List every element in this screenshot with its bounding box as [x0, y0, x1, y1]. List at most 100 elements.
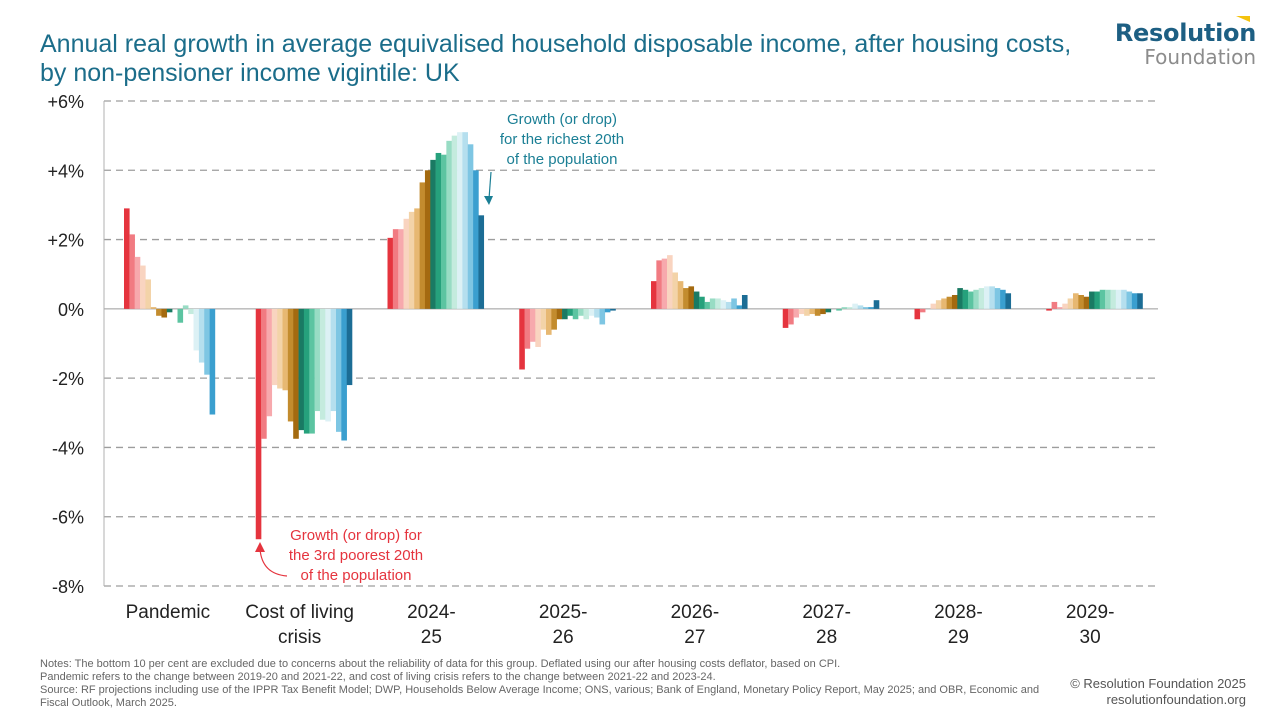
bar: [1056, 307, 1063, 309]
y-tick-label: +2%: [47, 231, 84, 251]
x-category-label: 25: [421, 627, 442, 648]
bar: [271, 308, 278, 386]
bar: [873, 300, 880, 309]
bar: [978, 288, 985, 309]
x-category-label: 2025-: [539, 602, 588, 623]
bar: [182, 305, 189, 309]
annotation-text: the 3rd poorest 20th: [289, 547, 423, 564]
bar: [336, 308, 342, 432]
y-tick-label: -8%: [52, 577, 84, 597]
bar: [446, 140, 452, 309]
bar: [989, 286, 995, 309]
bar: [588, 308, 595, 316]
bar: [857, 305, 864, 309]
bar: [1073, 293, 1079, 309]
bar: [540, 308, 547, 330]
website-text: resolutionfoundation.org: [1106, 692, 1247, 707]
bar: [1110, 289, 1117, 309]
bar: [804, 308, 810, 316]
bar: [968, 291, 974, 309]
x-category-label: Cost of living: [245, 602, 354, 623]
annotation-text: Growth (or drop) for: [290, 527, 422, 544]
bar: [798, 308, 805, 315]
x-category-label: 2028-: [934, 602, 983, 623]
bar: [1046, 308, 1052, 311]
bar: [688, 286, 695, 309]
bar: [319, 308, 326, 420]
y-tick-label: +6%: [47, 92, 84, 112]
bar: [567, 308, 573, 316]
x-category-label: 29: [948, 627, 969, 648]
bar: [825, 308, 832, 313]
bar: [150, 307, 157, 309]
bar: [398, 229, 404, 309]
bar: [277, 308, 283, 389]
resolution-foundation-logo: Resolution Foundation: [1114, 16, 1256, 68]
bar: [941, 298, 947, 309]
bar: [145, 279, 151, 309]
bar: [419, 182, 426, 309]
annotation-arrowhead: [255, 542, 265, 552]
bar: [435, 152, 442, 309]
annotation-text: of the population: [301, 567, 412, 584]
bar: [951, 295, 958, 309]
bar: [852, 303, 858, 309]
bar: [346, 308, 353, 386]
bar: [408, 211, 415, 309]
bar: [134, 256, 141, 309]
x-category-label: 28: [816, 627, 837, 648]
bar: [699, 296, 705, 309]
bar: [578, 308, 584, 316]
bar: [198, 308, 205, 363]
bar: [994, 288, 1001, 309]
logo-top-text: Resolution: [1114, 19, 1256, 47]
bar: [1115, 289, 1122, 309]
bar: [583, 308, 590, 320]
bar: [330, 308, 337, 412]
bar: [287, 308, 294, 422]
bar: [820, 308, 826, 315]
bar: [1094, 291, 1100, 309]
annotation-arrowhead: [484, 196, 493, 205]
bar: [424, 170, 431, 309]
y-tick-label: 0%: [58, 300, 84, 320]
bar: [414, 208, 420, 309]
bar: [546, 308, 552, 335]
bar: [572, 308, 579, 320]
bar: [266, 308, 273, 417]
bar: [1051, 301, 1058, 309]
bar: [610, 308, 616, 311]
bar: [166, 308, 173, 313]
bar: [441, 154, 447, 309]
bar: [661, 258, 668, 309]
bar: [599, 308, 606, 325]
x-category-label: 2026-: [671, 602, 720, 623]
bar: [919, 308, 926, 313]
y-tick-label: +4%: [47, 161, 84, 181]
notes-line: Notes: The bottom 10 per cent are exclud…: [40, 658, 841, 670]
bar: [1121, 289, 1127, 309]
bar: [519, 308, 525, 370]
chart-notes: Notes: The bottom 10 per cent are exclud…: [40, 658, 1050, 710]
bar: [124, 208, 130, 309]
bar: [188, 308, 194, 315]
bar: [1137, 293, 1143, 309]
bar: [1089, 291, 1095, 309]
bar: [255, 308, 262, 540]
x-category-label: crisis: [278, 627, 321, 648]
bar: [1126, 291, 1133, 309]
bar: [1083, 296, 1090, 309]
bar: [677, 281, 684, 309]
bar: [457, 132, 463, 309]
bar: [604, 308, 611, 313]
bar: [720, 300, 727, 309]
bar: [562, 308, 568, 320]
bar: [836, 308, 842, 311]
bar: [731, 298, 737, 309]
annotation-arrow-line: [259, 548, 288, 577]
bar: [161, 308, 168, 318]
source-line: Source: RF projections including use of …: [40, 684, 1040, 709]
bar: [303, 308, 310, 434]
bar: [1099, 289, 1106, 309]
bar: [156, 308, 162, 316]
